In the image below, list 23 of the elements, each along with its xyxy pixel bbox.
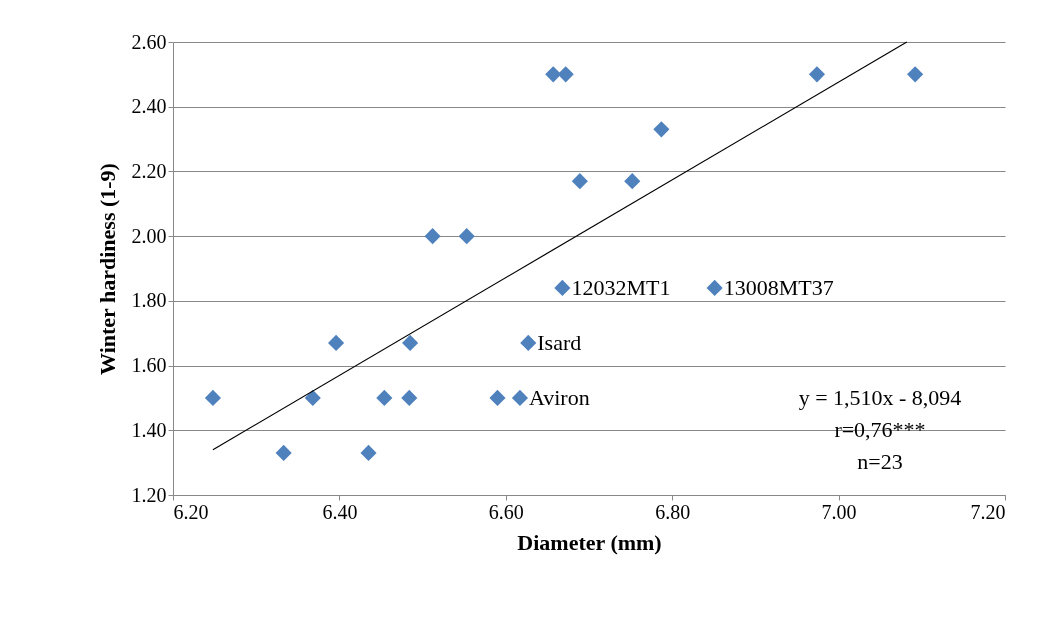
x-tick-label: 6.80 [655,500,691,523]
x-tick-label: 6.60 [488,500,524,523]
x-tick-label: 7.20 [970,500,1006,523]
annotation: n=23 [857,449,903,474]
y-axis-title: Winter hardiness (1-9) [94,163,120,375]
y-tick-label: 2.20 [131,159,167,182]
annotation: Isard [537,329,582,355]
x-tick-label: 6.40 [322,500,358,523]
annotation: 13008MT37 [723,274,834,300]
y-tick-label: 2.60 [131,30,167,53]
y-tick-label: 1.80 [131,289,167,312]
annotation: Aviron [528,384,590,410]
annotation: r=0,76*** [834,417,926,442]
y-tick-label: 1.20 [131,483,167,506]
annotation: y = 1,510x - 8,094 [798,385,962,410]
y-tick-label: 1.40 [131,418,167,441]
x-tick-label: 6.20 [173,500,209,523]
x-axis-title: Diameter (mm) [517,529,662,555]
y-tick-label: 2.00 [131,224,167,247]
annotation: 12032MT1 [571,274,671,300]
y-tick-label: 1.60 [131,354,167,377]
x-tick-label: 7.00 [821,500,857,523]
y-tick-label: 2.40 [131,95,167,118]
